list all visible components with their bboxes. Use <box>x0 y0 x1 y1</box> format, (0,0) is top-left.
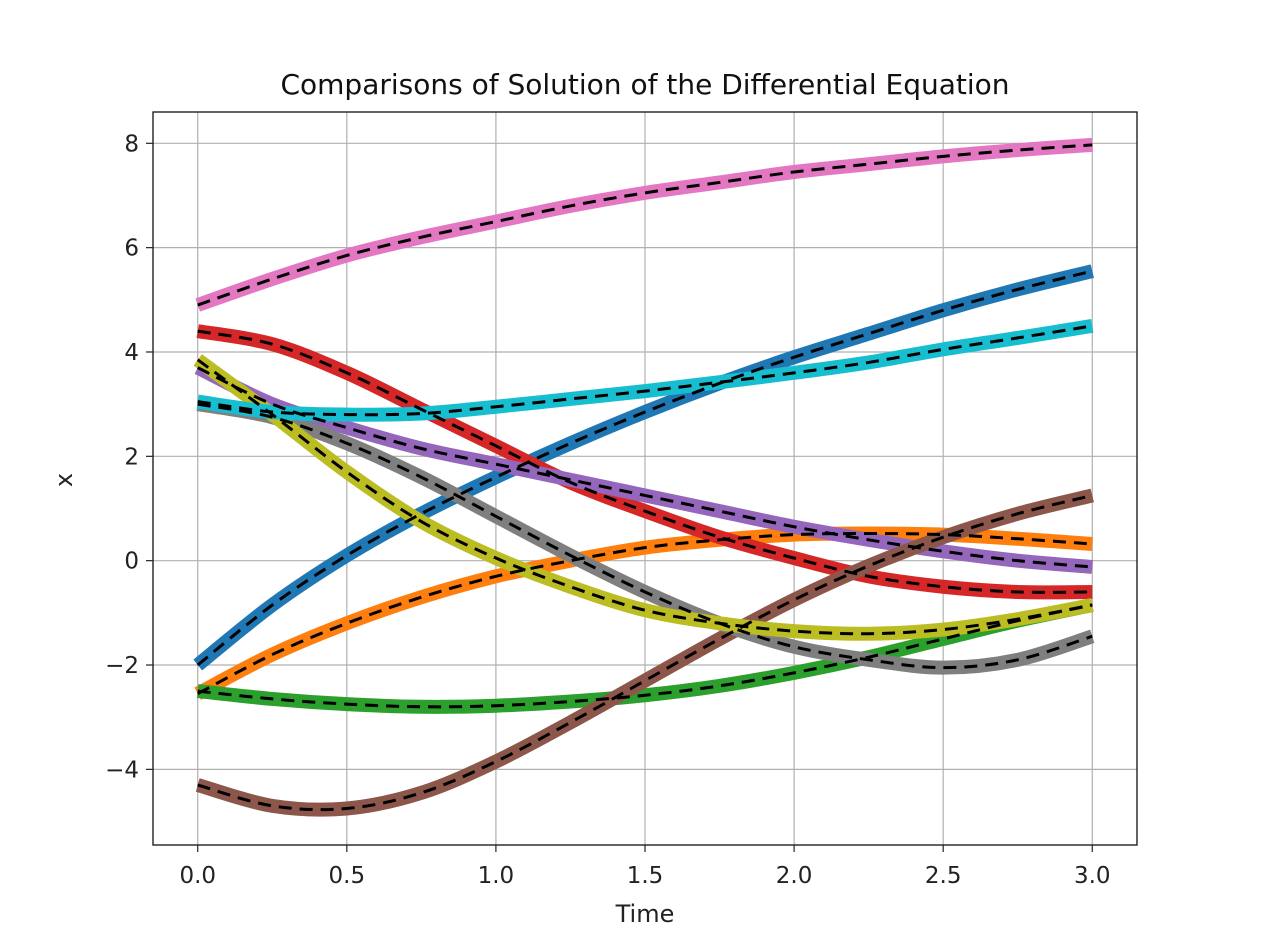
overlay-dashed-line-8 <box>197 402 1093 670</box>
grid <box>153 112 1137 845</box>
overlay-dashed-line-2 <box>197 532 1093 696</box>
overlay-dashed-line-5 <box>197 366 1093 569</box>
y-tick-label: −2 <box>105 653 139 679</box>
overlay-dashed-line-9 <box>196 358 1093 636</box>
x-tick-label: 0.5 <box>329 863 366 889</box>
y-axis-label: x <box>50 473 78 487</box>
y-tick-label: 2 <box>124 444 139 470</box>
x-tick-label: 3.0 <box>1074 863 1111 889</box>
overlay-dashed-line-7 <box>197 143 1093 307</box>
x-tick-label: 2.5 <box>925 863 962 889</box>
overlay-dashed-line-6 <box>197 494 1093 812</box>
chart-title: Comparisons of Solution of the Different… <box>280 68 1009 101</box>
x-tick-label: 1.5 <box>627 863 664 889</box>
y-tick-label: −4 <box>105 757 139 783</box>
ticks: 0.0 0.5 1.0 1.5 2.0 2.5 3.0 −4 −2 0 2 4 6 8 <box>105 131 1110 889</box>
dashed-overlay-group <box>196 143 1093 812</box>
overlay-dashed-line-4 <box>197 329 1093 594</box>
y-tick-label: 0 <box>124 549 139 575</box>
overlay-dashed-line-3 <box>197 603 1093 709</box>
x-tick-label: 0.0 <box>179 863 216 889</box>
y-tick-label: 6 <box>124 236 139 262</box>
overlay-dashed-line-1 <box>196 269 1093 667</box>
x-tick-label: 1.0 <box>478 863 515 889</box>
overlay-dashed-line-10 <box>197 324 1093 417</box>
x-axis-label: Time <box>615 900 675 928</box>
x-tick-label: 2.0 <box>776 863 813 889</box>
y-tick-label: 8 <box>124 131 139 157</box>
y-tick-label: 4 <box>124 340 139 366</box>
